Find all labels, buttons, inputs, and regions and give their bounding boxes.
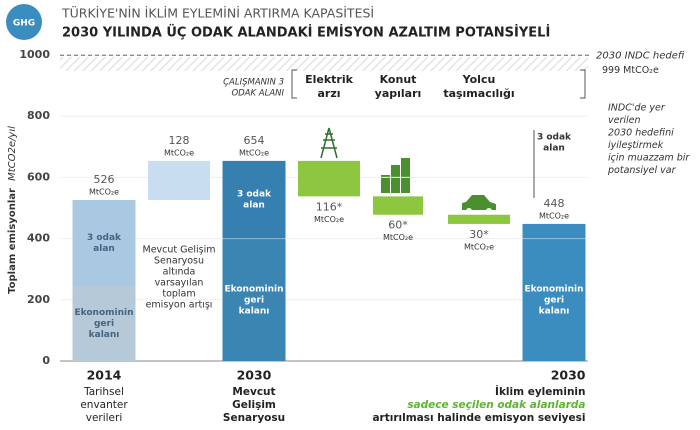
category-sublabel: Senaryosu xyxy=(223,412,285,424)
bar-header: Konut xyxy=(380,73,417,86)
category-sublabel: artırılması halinde emisyon seviyesi xyxy=(372,412,585,424)
chart-title: TÜRKİYE'NİN İKLİM EYLEMİNİ ARTIRMA KAPAS… xyxy=(61,5,374,21)
bar-note: Senaryosu xyxy=(154,256,204,267)
y-tick-label: 600 xyxy=(27,170,50,183)
value-label: 128 xyxy=(169,134,190,147)
category-sublabel: Tarihsel xyxy=(83,386,124,398)
segment-label: alan xyxy=(543,144,565,154)
bar-note: toplam xyxy=(162,289,195,300)
y-tick-label: 1000 xyxy=(19,48,50,61)
target-value: 999 MtCO₂e xyxy=(602,65,659,76)
category-sublabel: İklim eyleminin xyxy=(495,384,585,398)
segment-label: kalanı xyxy=(539,306,570,316)
y-unit: MtCO2e/yıl xyxy=(7,126,18,181)
bar-segment xyxy=(522,238,586,361)
bracket xyxy=(291,69,586,99)
chart-subtitle: 2030 YILINDA ÜÇ ODAK ALANDAKİ EMİSYON AZ… xyxy=(62,25,550,41)
y-tick-label: 0 xyxy=(42,354,50,367)
unit-label: MtCO₂e xyxy=(164,148,194,157)
target-note: potansiyel var xyxy=(607,165,677,176)
bar xyxy=(373,196,423,215)
target-label: 2030 INDC hedefi xyxy=(596,50,685,61)
segment-label: kalanı xyxy=(89,330,120,340)
segment-label: geri xyxy=(244,295,264,305)
value-label: 60* xyxy=(388,219,408,232)
bar-header: yapıları xyxy=(375,87,422,100)
y-axis-label: Toplam emisyonlar MtCO2e/yıl xyxy=(7,126,18,294)
unit-label: MtCO₂e xyxy=(383,233,413,242)
segment-label: 3 odak xyxy=(237,190,272,200)
segment-label: alan xyxy=(243,201,265,211)
bar xyxy=(148,160,210,201)
category-sublabel: sadece seçilen odak alanlarda xyxy=(407,399,585,411)
bar-note: altında xyxy=(163,267,196,278)
category-sublabel: Gelişim xyxy=(232,399,276,411)
focus-label: ODAK ALANI xyxy=(231,89,284,99)
value-label: 116* xyxy=(316,200,343,213)
car-icon xyxy=(462,195,496,214)
category-sublabel: envanter xyxy=(80,399,128,411)
bar-note: varsayılan xyxy=(155,278,204,289)
segment-label: kalanı xyxy=(239,306,270,316)
focus-label: ÇALIŞMANIN 3 xyxy=(223,78,284,88)
category-label: 2030 xyxy=(551,368,586,383)
bar-header: Yolcu xyxy=(462,73,496,86)
bar-segment xyxy=(72,286,136,361)
target-note: INDC'de yer xyxy=(608,103,666,114)
target-note: iyileştirmek xyxy=(608,140,664,151)
segment-label: Ekonominin xyxy=(224,284,283,294)
bar-header: Elektrik xyxy=(305,73,354,86)
segment-label: geri xyxy=(544,295,564,305)
y-label: Toplam emisyonlar xyxy=(7,188,18,294)
category-sublabel: verileri xyxy=(86,412,123,424)
category-label: 2030 xyxy=(237,368,272,383)
badge-text: GHG xyxy=(13,19,35,29)
segment-label: alan xyxy=(93,244,115,254)
bar xyxy=(448,214,510,224)
target-note: verilen xyxy=(608,115,641,126)
segment-label: Ekonominin xyxy=(74,308,133,318)
unit-label: MtCO₂e xyxy=(89,188,119,197)
target-note: için muazzam bir xyxy=(608,153,690,164)
total-label: 448 xyxy=(544,197,565,210)
target-note: 2030 hedefini xyxy=(608,128,674,139)
bar xyxy=(298,160,360,197)
total-label: 654 xyxy=(244,134,265,147)
unit-label: MtCO₂e xyxy=(539,211,569,220)
segment-label: geri xyxy=(94,319,114,329)
bar-segment xyxy=(222,238,286,361)
hatch-band xyxy=(60,57,588,71)
segment-label: 3 odak xyxy=(537,133,572,143)
unit-label: MtCO₂e xyxy=(239,148,269,157)
bar-header: taşımacılığı xyxy=(443,87,514,100)
bar-segment xyxy=(522,223,586,239)
unit-label: MtCO₂e xyxy=(314,215,344,224)
y-tick-label: 800 xyxy=(27,109,50,122)
bar-segment xyxy=(72,200,136,287)
bar-note: Mevcut Gelişim xyxy=(143,245,216,256)
y-tick-label: 400 xyxy=(27,232,50,245)
total-label: 526 xyxy=(94,173,115,186)
bar-note: emisyon artışı xyxy=(146,300,213,311)
segment-label: 3 odak xyxy=(87,233,122,243)
badge xyxy=(6,4,42,40)
building-icon xyxy=(381,158,410,193)
value-label: 30* xyxy=(469,228,489,241)
category-label: 2014 xyxy=(87,368,122,383)
y-tick-label: 200 xyxy=(27,293,50,306)
segment-label: Ekonominin xyxy=(524,284,583,294)
unit-label: MtCO₂e xyxy=(464,242,494,251)
bar-header: arzı xyxy=(317,87,340,100)
bar-segment xyxy=(222,160,286,239)
pylon-icon xyxy=(320,127,338,159)
category-sublabel: Mevcut xyxy=(232,386,275,398)
